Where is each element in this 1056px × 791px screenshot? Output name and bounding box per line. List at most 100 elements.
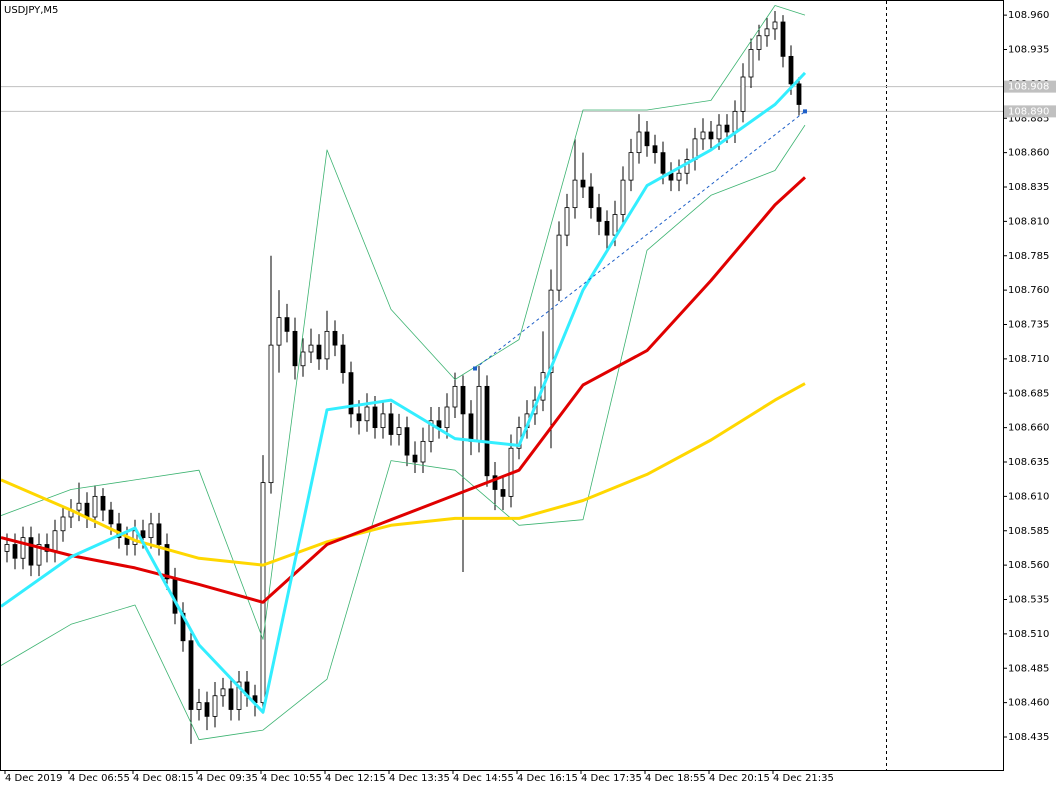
candle-body	[708, 131, 714, 140]
candle-body	[564, 207, 570, 236]
candle-body	[260, 482, 266, 704]
y-tick-label: 108.635	[1008, 457, 1049, 468]
y-tick-label: 108.435	[1008, 732, 1049, 743]
candle-body	[388, 413, 394, 435]
candle-body	[396, 427, 402, 435]
candle-body	[60, 516, 66, 532]
candle-body	[604, 220, 610, 236]
candle-body	[108, 509, 114, 525]
x-tick-label: 4 Dec 17:35	[581, 773, 642, 784]
trend-line	[474, 111, 806, 369]
candle-body	[308, 344, 314, 353]
x-tick-label: 4 Dec 20:15	[709, 773, 770, 784]
candle-body	[372, 406, 378, 429]
candle-body	[148, 523, 154, 539]
candle-body	[428, 420, 434, 442]
candle-body	[484, 385, 490, 477]
candle-body	[548, 289, 554, 374]
candle-body	[140, 530, 146, 539]
indicator-line	[1, 176, 807, 604]
y-tick-label: 108.660	[1008, 423, 1049, 434]
y-tick-label: 108.685	[1008, 388, 1049, 399]
y-tick-label: 108.935	[1008, 45, 1049, 56]
candle-body	[764, 28, 770, 37]
y-tick-label: 108.810	[1008, 216, 1049, 227]
plot-area	[1, 5, 1003, 744]
candle-body	[20, 537, 26, 559]
candle-body	[76, 502, 82, 511]
candle-body	[620, 179, 626, 215]
y-tick-label: 108.535	[1008, 595, 1049, 606]
trend-anchor	[473, 366, 477, 371]
candle-body	[364, 406, 370, 422]
candle-body	[444, 406, 450, 429]
candle-body	[636, 131, 642, 154]
indicator-line	[1, 71, 807, 714]
candle-body	[92, 495, 98, 518]
candle-body	[420, 440, 426, 463]
candle-body	[404, 427, 410, 456]
price-label-box	[1004, 105, 1056, 118]
candle-body	[476, 385, 482, 442]
candle-body	[356, 413, 362, 422]
candle-body	[12, 544, 18, 559]
candle-body	[596, 207, 602, 222]
indicator-line	[1, 382, 806, 567]
x-tick-label: 4 Dec 14:55	[453, 773, 514, 784]
x-tick-label: 4 Dec 16:15	[517, 773, 578, 784]
candle-body	[324, 330, 330, 360]
y-tick-label: 108.960	[1008, 10, 1049, 21]
y-tick-label: 108.510	[1008, 629, 1049, 640]
candle-body	[36, 544, 42, 566]
y-tick-label: 108.735	[1008, 320, 1049, 331]
candle-body	[212, 695, 218, 717]
candle-body	[772, 21, 778, 30]
y-tick-label: 108.760	[1008, 285, 1049, 296]
x-tick-label: 4 Dec 21:35	[773, 773, 834, 784]
chart-title: USDJPY,M5	[4, 5, 58, 16]
candle-body	[612, 214, 618, 236]
candle-body	[412, 454, 418, 463]
x-tick-label: 4 Dec 13:35	[389, 773, 450, 784]
x-tick-label: 4 Dec 10:55	[261, 773, 322, 784]
candle-body	[652, 145, 658, 154]
candle-body	[740, 76, 746, 112]
candle-body	[52, 530, 58, 552]
candle-body	[220, 688, 226, 697]
candle-body	[660, 152, 666, 174]
candle-body	[316, 344, 322, 360]
candle-body	[748, 49, 754, 78]
candle-body	[452, 385, 458, 408]
y-tick-label: 108.610	[1008, 491, 1049, 502]
candle-body	[292, 330, 298, 367]
candle-body	[732, 110, 738, 133]
candle-body	[796, 83, 802, 105]
y-tick-label: 108.835	[1008, 182, 1049, 193]
y-tick-label: 108.785	[1008, 251, 1049, 262]
candle-body	[84, 502, 90, 518]
y-tick-label: 108.585	[1008, 526, 1049, 537]
x-tick-label: 4 Dec 12:15	[325, 773, 386, 784]
x-tick-label: 4 Dec 2019	[5, 773, 63, 784]
candle-body	[28, 537, 34, 566]
candle-body	[700, 131, 706, 140]
candle-body	[204, 702, 210, 717]
candle-body	[628, 152, 634, 181]
candle-body	[332, 330, 338, 346]
candle-body	[348, 372, 354, 415]
y-tick-label: 108.710	[1008, 354, 1049, 365]
candle-body	[588, 186, 594, 209]
candle-body	[676, 172, 682, 181]
candle-body	[380, 413, 386, 429]
y-tick-label: 108.460	[1008, 698, 1049, 709]
candle-body	[556, 234, 562, 291]
x-tick-label: 4 Dec 09:35	[197, 773, 258, 784]
trend-anchor	[803, 109, 807, 114]
candle-body	[228, 688, 234, 710]
candle-body	[492, 475, 498, 490]
candle-body	[644, 131, 650, 147]
candle-body	[500, 489, 506, 497]
candle-body	[780, 21, 786, 57]
